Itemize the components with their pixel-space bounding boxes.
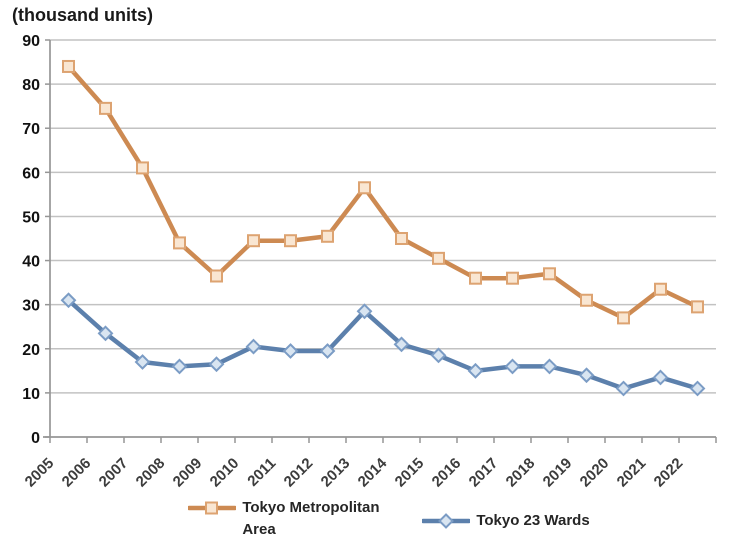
x-tick-label: 2018 <box>503 455 539 491</box>
legend: Tokyo Metropolitan Area Tokyo 23 Wards <box>0 497 743 541</box>
y-tick-label: 40 <box>22 254 40 271</box>
data-point-marker <box>358 181 371 195</box>
y-tick-label: 60 <box>22 165 40 182</box>
x-tick-label: 2019 <box>540 455 576 491</box>
data-point-marker <box>615 380 632 397</box>
data-point-marker <box>208 356 225 373</box>
data-point-marker <box>245 338 262 355</box>
legend-label-tokyo-23-wards: Tokyo 23 Wards <box>476 512 590 529</box>
data-point-marker <box>691 300 704 314</box>
data-point-marker <box>97 325 114 342</box>
data-point-marker <box>210 269 223 283</box>
x-tick-label: 2008 <box>133 455 169 491</box>
data-point-marker <box>99 101 112 115</box>
x-tick-label: 2014 <box>355 454 391 490</box>
x-tick-label: 2013 <box>318 455 354 491</box>
data-point-marker <box>284 234 297 248</box>
data-point-marker <box>395 232 408 245</box>
y-tick-label: 90 <box>22 33 40 50</box>
y-tick-label: 20 <box>22 342 40 359</box>
data-point-marker <box>319 343 336 359</box>
data-point-marker <box>393 336 410 353</box>
data-point-marker <box>282 343 299 359</box>
x-tick-label: 2007 <box>96 455 132 491</box>
data-point-marker <box>689 380 706 397</box>
legend-item-tokyo-23-wards: Tokyo 23 Wards <box>422 510 590 532</box>
y-tick-label: 50 <box>22 209 40 226</box>
data-point-marker <box>136 161 149 175</box>
data-point-marker <box>469 271 482 285</box>
data-point-marker <box>356 303 373 320</box>
data-point-marker <box>173 236 186 250</box>
x-tick-label: 2005 <box>22 455 58 491</box>
legend-swatch-part <box>205 501 219 515</box>
data-point-marker <box>247 234 260 248</box>
chart-title: (thousand units) <box>12 5 153 25</box>
data-point-marker <box>430 347 447 364</box>
x-tick-label: 2006 <box>59 455 95 491</box>
legend-swatch-square-marker-icon <box>188 501 237 515</box>
data-point-marker <box>543 267 556 281</box>
x-tick-label: 2020 <box>577 455 613 491</box>
y-tick-label: 70 <box>22 121 40 138</box>
series-line <box>66 298 700 391</box>
y-tick-label: 30 <box>22 298 40 315</box>
data-point-marker <box>60 292 77 309</box>
series-line <box>66 64 700 321</box>
x-tick-label: 2011 <box>244 455 279 490</box>
x-tick-label: 2021 <box>614 455 650 491</box>
x-tick-label: 2016 <box>429 455 465 491</box>
data-point-marker <box>171 358 188 375</box>
data-point-marker <box>321 229 334 243</box>
x-tick-label: 2022 <box>651 455 687 491</box>
series-tokyo-metropolitan-area <box>62 59 704 325</box>
y-tick-label: 0 <box>31 430 40 447</box>
data-point-marker <box>654 282 667 296</box>
legend-swatch-part <box>438 513 455 529</box>
x-tick-label: 2015 <box>392 455 428 491</box>
data-point-marker <box>504 358 521 375</box>
x-tick-label: 2017 <box>466 455 502 491</box>
data-point-marker <box>467 362 484 379</box>
y-tick-label: 10 <box>22 386 40 403</box>
data-point-marker <box>652 369 669 386</box>
data-point-marker <box>541 358 558 375</box>
legend-item-tokyo-metropolitan-area: Tokyo Metropolitan Area <box>188 497 392 541</box>
data-point-marker <box>134 354 151 370</box>
series-tokyo-23-wards <box>60 292 706 397</box>
y-tick-label: 80 <box>22 77 40 94</box>
legend-swatch-diamond-marker-icon <box>422 513 471 529</box>
x-tick-label: 2009 <box>170 455 206 491</box>
data-point-marker <box>432 251 445 265</box>
data-point-marker <box>580 293 593 307</box>
data-point-marker <box>62 59 75 73</box>
x-tick-label: 2012 <box>281 455 317 491</box>
data-point-marker <box>578 367 595 384</box>
legend-label-tokyo-metropolitan-area: Tokyo Metropolitan Area <box>242 499 380 538</box>
data-point-marker <box>506 271 519 285</box>
data-point-marker <box>617 311 630 325</box>
x-tick-label: 2010 <box>207 455 243 491</box>
